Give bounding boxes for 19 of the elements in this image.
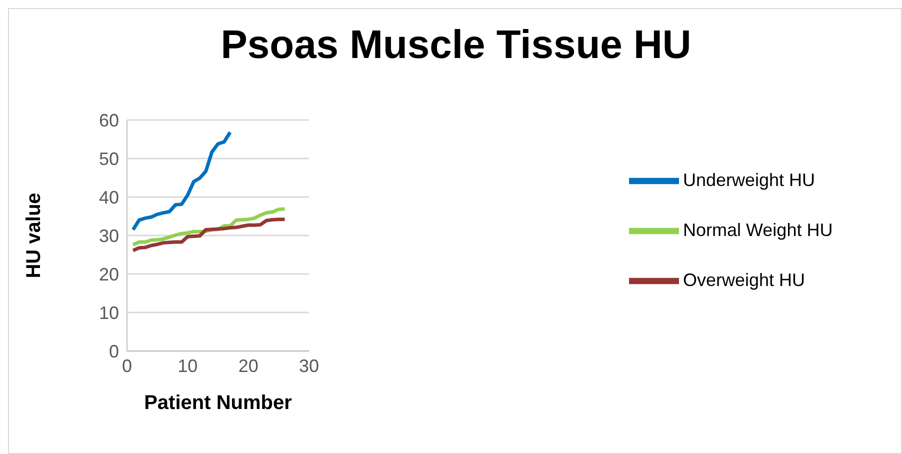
text: Psoas Muscle Tissue HU — [220, 23, 692, 68]
x-axis-title: Patient Number — [144, 392, 292, 414]
x-tick-label: 0 — [122, 356, 132, 376]
x-tick-label: 10 — [178, 356, 198, 376]
y-tick-label: 50 — [98, 148, 119, 169]
legend-label: Underweight HU — [683, 170, 816, 190]
y-tick-label: 20 — [98, 264, 119, 284]
y-tick-label: 60 — [98, 110, 119, 130]
x-tick-label: 30 — [298, 356, 320, 376]
y-tick-label: 30 — [98, 226, 119, 246]
y-tick-label: 10 — [98, 302, 119, 323]
y-axis-title: HU value — [23, 192, 46, 278]
y-tick-label: 0 — [108, 341, 119, 362]
x-tick-label: 20 — [238, 356, 258, 376]
line-series — [131, 130, 232, 232]
y-tick-label: 40 — [98, 187, 119, 208]
line-series — [131, 218, 286, 252]
legend-label: Overweight HU — [683, 270, 806, 290]
legend-label: Normal Weight HU — [683, 220, 833, 240]
